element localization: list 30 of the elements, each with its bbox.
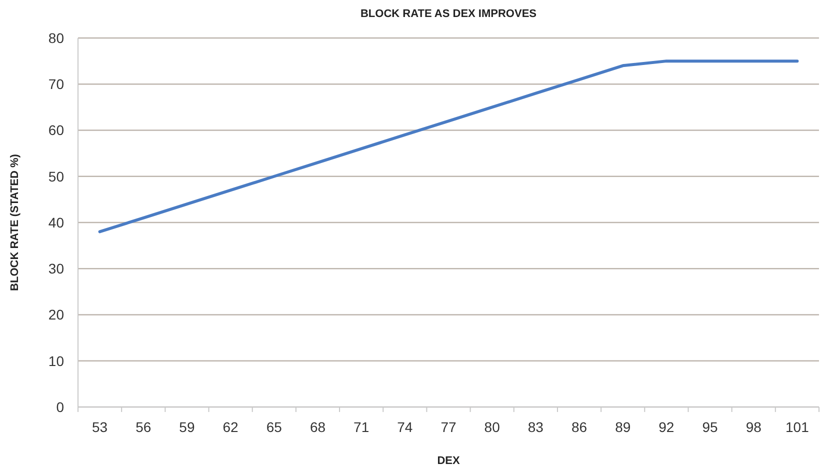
y-tick-label: 0 xyxy=(56,398,64,415)
x-tick-label: 56 xyxy=(136,419,152,435)
x-tick-label: 53 xyxy=(92,419,108,435)
x-tick-label: 59 xyxy=(179,419,195,435)
x-tick-label: 89 xyxy=(615,419,631,435)
x-tick-label: 77 xyxy=(440,419,456,435)
x-tick-label: 65 xyxy=(266,419,282,435)
chart-title: BLOCK RATE AS DEX IMPROVES xyxy=(360,8,537,20)
x-tick-label: 74 xyxy=(397,419,413,435)
y-tick-label: 60 xyxy=(48,122,64,138)
x-tick-label: 95 xyxy=(702,419,718,435)
y-axis-title: BLOCK RATE (STATED %) xyxy=(9,154,21,291)
y-tick-label: 20 xyxy=(48,306,64,323)
x-tick-label: 71 xyxy=(354,419,370,435)
x-tick-label: 80 xyxy=(484,419,500,435)
x-tick-label: 83 xyxy=(528,419,544,435)
y-tick-label: 50 xyxy=(48,168,64,184)
x-tick-label: 92 xyxy=(658,419,674,435)
x-tick-label: 86 xyxy=(571,419,588,435)
x-tick-label: 62 xyxy=(222,419,239,435)
y-tick-label: 80 xyxy=(48,30,64,46)
x-tick-label: 101 xyxy=(786,419,810,435)
y-tick-label: 30 xyxy=(48,260,64,277)
y-tick-label: 40 xyxy=(48,214,64,230)
x-axis-title: DEX xyxy=(437,455,460,467)
x-tick-label: 98 xyxy=(746,419,762,435)
x-tick-label: 68 xyxy=(310,419,326,435)
line-series xyxy=(98,60,799,234)
y-tick-label: 10 xyxy=(48,352,64,369)
y-tick-label: 70 xyxy=(48,76,64,92)
